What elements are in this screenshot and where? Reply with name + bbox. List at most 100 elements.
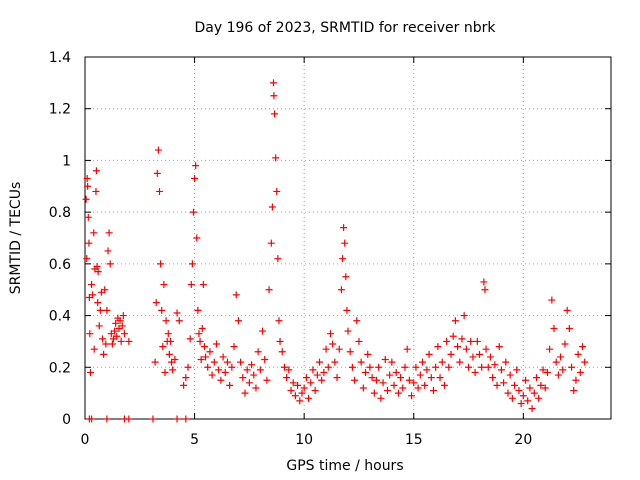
data-point bbox=[454, 343, 462, 351]
data-point bbox=[508, 394, 516, 402]
data-point bbox=[296, 397, 304, 405]
data-point bbox=[370, 389, 378, 397]
data-point bbox=[206, 348, 214, 356]
data-point bbox=[250, 371, 258, 379]
data-points bbox=[82, 79, 589, 423]
data-point bbox=[230, 343, 238, 351]
data-point bbox=[541, 384, 549, 392]
data-point bbox=[265, 286, 273, 294]
data-point bbox=[506, 371, 514, 379]
data-point bbox=[458, 335, 466, 343]
data-point bbox=[152, 299, 160, 307]
data-point bbox=[195, 330, 203, 338]
data-point bbox=[270, 92, 278, 100]
data-point bbox=[103, 415, 111, 423]
data-point bbox=[165, 350, 173, 358]
data-point bbox=[462, 345, 470, 353]
data-point bbox=[311, 387, 319, 395]
data-point bbox=[169, 366, 177, 374]
y-tick-label: 0.4 bbox=[49, 309, 71, 325]
data-point bbox=[471, 368, 479, 376]
data-point bbox=[419, 358, 427, 366]
data-point bbox=[234, 317, 242, 325]
data-point bbox=[372, 376, 380, 384]
data-point bbox=[210, 358, 218, 366]
data-point bbox=[344, 327, 352, 335]
data-point bbox=[96, 306, 104, 314]
data-point bbox=[554, 371, 562, 379]
data-point bbox=[175, 317, 183, 325]
data-point bbox=[568, 363, 576, 371]
data-point bbox=[570, 387, 578, 395]
data-point bbox=[489, 374, 497, 382]
data-point bbox=[199, 281, 207, 289]
data-point bbox=[343, 306, 351, 314]
data-point bbox=[469, 353, 477, 361]
data-point bbox=[392, 368, 400, 376]
data-point bbox=[268, 203, 276, 211]
data-point bbox=[515, 387, 523, 395]
data-point bbox=[93, 262, 101, 270]
data-point bbox=[149, 415, 157, 423]
data-point bbox=[348, 363, 356, 371]
data-point bbox=[394, 389, 402, 397]
data-point bbox=[362, 368, 370, 376]
data-point bbox=[572, 376, 580, 384]
data-point bbox=[164, 330, 172, 338]
data-point bbox=[390, 381, 398, 389]
data-point bbox=[403, 345, 411, 353]
data-point bbox=[86, 330, 94, 338]
data-point bbox=[548, 296, 556, 304]
data-point bbox=[103, 306, 111, 314]
data-point bbox=[112, 319, 120, 327]
data-point bbox=[322, 345, 330, 353]
data-point bbox=[275, 317, 283, 325]
data-point bbox=[92, 167, 100, 175]
data-point bbox=[156, 187, 164, 195]
data-point bbox=[557, 353, 565, 361]
data-point bbox=[159, 343, 167, 351]
data-point bbox=[307, 379, 315, 387]
data-point bbox=[85, 239, 93, 247]
data-point bbox=[300, 384, 308, 392]
data-point bbox=[108, 340, 116, 348]
data-point bbox=[92, 187, 100, 195]
data-point bbox=[491, 361, 499, 369]
data-point bbox=[267, 239, 275, 247]
data-point bbox=[287, 387, 295, 395]
data-point bbox=[368, 374, 376, 382]
data-point bbox=[440, 381, 448, 389]
data-point bbox=[513, 366, 521, 374]
data-point bbox=[95, 322, 103, 330]
data-point bbox=[530, 389, 538, 397]
data-point bbox=[160, 281, 168, 289]
data-point bbox=[449, 332, 457, 340]
data-point bbox=[302, 374, 310, 382]
y-axis-label: SRMTID / TECUs bbox=[8, 182, 24, 295]
data-point bbox=[309, 366, 317, 374]
data-point bbox=[375, 363, 383, 371]
data-point bbox=[399, 384, 407, 392]
data-point bbox=[342, 273, 350, 281]
data-point bbox=[486, 353, 494, 361]
data-point bbox=[511, 381, 519, 389]
data-point bbox=[117, 337, 125, 345]
data-point bbox=[476, 350, 483, 358]
x-tick-label: 5 bbox=[190, 432, 199, 448]
data-point bbox=[377, 394, 385, 402]
data-point bbox=[481, 286, 489, 294]
data-point bbox=[427, 374, 435, 382]
data-point bbox=[283, 374, 291, 382]
data-point bbox=[340, 224, 348, 232]
data-point bbox=[519, 392, 527, 400]
data-point bbox=[186, 335, 194, 343]
data-point bbox=[504, 389, 512, 397]
data-point bbox=[364, 350, 372, 358]
data-point bbox=[154, 146, 162, 154]
data-point bbox=[537, 381, 545, 389]
data-point bbox=[326, 330, 334, 338]
data-point bbox=[408, 392, 416, 400]
data-point bbox=[162, 317, 170, 325]
data-point bbox=[193, 234, 201, 242]
